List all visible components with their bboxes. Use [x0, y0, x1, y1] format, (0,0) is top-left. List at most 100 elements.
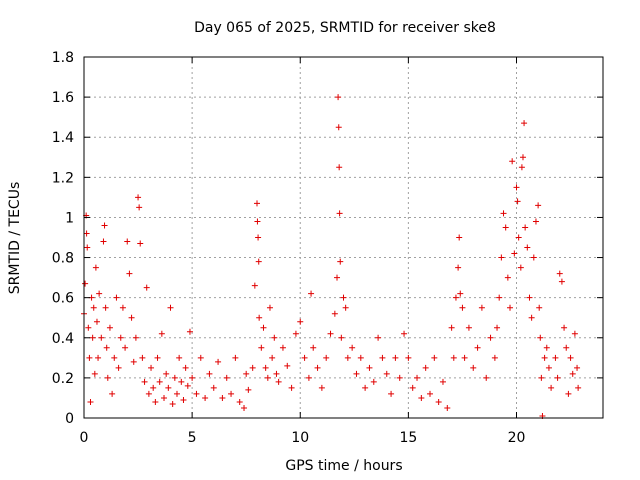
data-point: [128, 314, 135, 321]
data-point: [256, 314, 263, 321]
data-point: [483, 374, 490, 381]
data-point: [515, 234, 522, 241]
data-point: [558, 278, 565, 285]
data-point: [552, 354, 559, 361]
x-tick-label: 0: [80, 430, 89, 446]
data-point: [383, 370, 390, 377]
data-point: [537, 334, 544, 341]
data-point: [517, 264, 524, 271]
data-point: [184, 382, 191, 389]
data-point: [251, 282, 258, 289]
data-point: [156, 378, 163, 385]
data-point: [524, 244, 531, 251]
data-point: [349, 344, 356, 351]
data-point: [569, 370, 576, 377]
data-point: [575, 384, 582, 391]
data-point: [271, 334, 278, 341]
data-point: [215, 358, 222, 365]
data-point: [335, 124, 342, 131]
data-point: [173, 390, 180, 397]
data-point: [255, 234, 262, 241]
y-tick-label: 1: [65, 210, 74, 226]
data-point: [83, 230, 90, 237]
y-tick-label: 0.6: [52, 291, 74, 307]
data-point: [197, 354, 204, 361]
data-point: [561, 324, 568, 331]
data-point: [141, 378, 148, 385]
data-point: [571, 330, 578, 337]
data-point: [514, 198, 521, 205]
data-point: [353, 370, 360, 377]
data-point: [500, 210, 507, 217]
data-point: [275, 378, 282, 385]
data-point: [519, 154, 526, 161]
data-point: [288, 384, 295, 391]
chart-title: Day 065 of 2025, SRMTID for receiver ske…: [194, 20, 496, 36]
data-point: [136, 204, 143, 211]
data-point: [297, 318, 304, 325]
data-point: [448, 324, 455, 331]
data-point: [292, 330, 299, 337]
y-tick-label: 1.4: [52, 130, 74, 146]
data-point: [180, 396, 187, 403]
data-point: [422, 364, 429, 371]
data-point: [491, 354, 498, 361]
data-point: [545, 364, 552, 371]
data-point: [182, 364, 189, 371]
data-point: [392, 354, 399, 361]
data-point: [269, 354, 276, 361]
data-point: [327, 330, 334, 337]
data-point: [189, 374, 196, 381]
data-point: [135, 194, 142, 201]
data-point: [202, 394, 209, 401]
data-point: [457, 290, 464, 297]
data-point: [82, 280, 89, 287]
data-point: [456, 234, 463, 241]
data-point: [337, 258, 344, 265]
data-point: [563, 344, 570, 351]
data-point: [536, 304, 543, 311]
data-point: [301, 354, 308, 361]
data-point: [169, 400, 176, 407]
y-tick-label: 1.2: [52, 170, 74, 186]
data-point: [92, 264, 99, 271]
data-point: [264, 374, 271, 381]
data-point: [357, 354, 364, 361]
data-point: [228, 390, 235, 397]
y-tick-label: 0.2: [52, 371, 74, 387]
data-point: [273, 370, 280, 377]
data-point: [178, 378, 185, 385]
data-point: [334, 274, 341, 281]
data-point: [554, 374, 561, 381]
data-point: [223, 374, 230, 381]
data-point: [111, 354, 118, 361]
data-point: [260, 324, 267, 331]
data-point: [102, 304, 109, 311]
data-point: [518, 164, 525, 171]
data-point: [91, 370, 98, 377]
data-point: [528, 314, 535, 321]
data-point: [176, 354, 183, 361]
data-point: [258, 344, 265, 351]
data-point: [103, 344, 110, 351]
data-point: [84, 244, 91, 251]
x-tick-label: 5: [188, 430, 197, 446]
data-point: [504, 274, 511, 281]
data-point: [106, 324, 113, 331]
data-point: [418, 394, 425, 401]
data-point: [409, 384, 416, 391]
data-point: [431, 354, 438, 361]
data-point: [543, 344, 550, 351]
x-tick-label: 15: [399, 430, 417, 446]
data-point: [109, 390, 116, 397]
data-point: [548, 384, 555, 391]
data-point: [266, 304, 273, 311]
data-point: [498, 254, 505, 261]
data-point: [115, 364, 122, 371]
data-point: [148, 364, 155, 371]
data-point: [556, 270, 563, 277]
y-tick-label: 1.6: [52, 90, 74, 106]
data-point: [567, 354, 574, 361]
data-point: [245, 386, 252, 393]
data-point: [150, 384, 157, 391]
